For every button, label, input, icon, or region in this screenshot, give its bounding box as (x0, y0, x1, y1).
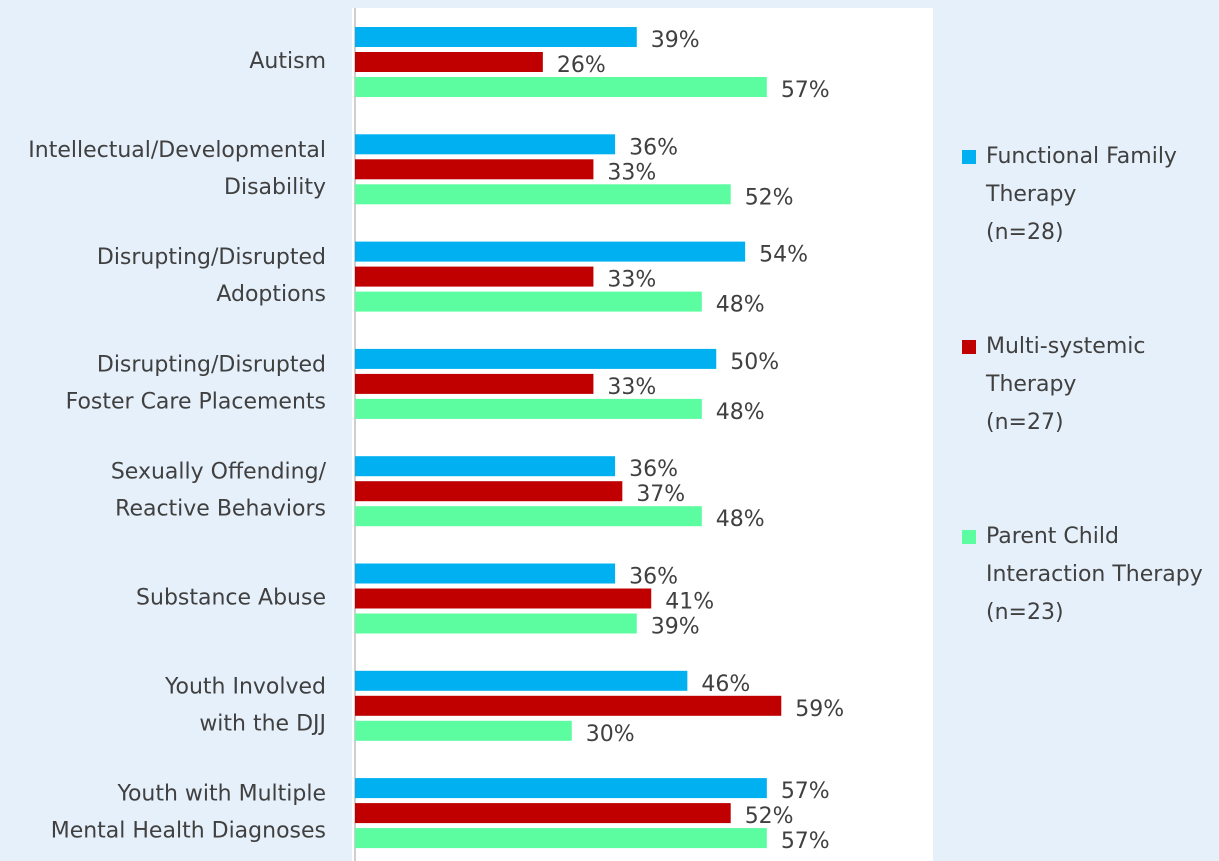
value-label: 39% (651, 28, 700, 53)
category-label: Disrupting/Disrupted (97, 352, 326, 377)
category-label: Disrupting/Disrupted (97, 245, 326, 270)
category-label: Substance Abuse (136, 586, 326, 611)
bar (355, 563, 616, 584)
legend-swatch (962, 530, 976, 544)
legend-label: (n=23) (986, 600, 1064, 625)
value-label: 36% (629, 457, 678, 482)
value-label: 57% (781, 829, 830, 854)
bar (355, 613, 637, 634)
legend-swatch (962, 150, 976, 164)
category-label: Disability (224, 175, 326, 200)
bar (355, 670, 688, 691)
category-label: Foster Care Placements (66, 389, 326, 414)
value-label: 30% (586, 722, 635, 747)
value-label: 54% (759, 243, 808, 268)
value-label: 52% (745, 804, 794, 829)
legend-label: Therapy (985, 372, 1076, 397)
category-label: Mental Health Diagnoses (51, 819, 326, 844)
bar (355, 695, 782, 716)
legend-label: Multi-systemic (986, 334, 1145, 359)
legend-label: Parent Child (986, 524, 1119, 549)
bar (355, 266, 594, 287)
bar (355, 506, 702, 527)
bar (355, 134, 616, 155)
value-label: 57% (781, 779, 830, 804)
value-label: 37% (636, 482, 685, 507)
legend-label: Therapy (985, 182, 1076, 207)
value-label: 50% (730, 350, 779, 375)
bar (355, 778, 767, 799)
legend-label: (n=28) (986, 220, 1064, 245)
category-label: Reactive Behaviors (115, 497, 326, 522)
bar (355, 52, 543, 72)
value-label: 48% (716, 293, 765, 318)
legend-swatch (962, 340, 976, 354)
value-label: 33% (607, 375, 656, 400)
value-label: 59% (795, 697, 844, 722)
bar (355, 828, 767, 849)
value-label: 57% (781, 78, 830, 103)
bar (355, 77, 767, 97)
bar (355, 184, 731, 205)
legend-label: Functional Family (986, 144, 1177, 169)
category-label: Youth Involved (164, 674, 326, 699)
category-label: Sexually Offending/ (111, 460, 327, 485)
value-label: 36% (629, 565, 678, 590)
bar (355, 291, 702, 312)
category-label: Autism (249, 49, 326, 74)
category-label: Adoptions (216, 282, 326, 307)
bar (355, 241, 746, 262)
bar (355, 803, 731, 824)
value-label: 46% (701, 672, 750, 697)
value-label: 39% (651, 615, 700, 640)
bar (355, 398, 702, 419)
legend-label: Interaction Therapy (986, 562, 1203, 587)
bar (355, 588, 652, 609)
value-label: 33% (607, 268, 656, 293)
bar (355, 456, 616, 477)
bar (355, 481, 623, 502)
value-label: 33% (607, 160, 656, 185)
category-label: Youth with Multiple (116, 782, 326, 807)
value-label: 48% (716, 507, 765, 532)
legend-label: (n=27) (986, 410, 1064, 435)
value-label: 36% (629, 135, 678, 160)
category-label: Intellectual/Developmental (28, 138, 326, 163)
value-label: 48% (716, 400, 765, 425)
bar (355, 373, 594, 394)
bar (355, 720, 572, 741)
value-label: 52% (745, 185, 794, 210)
category-label: with the DJJ (199, 711, 326, 736)
value-label: 26% (557, 53, 606, 78)
bar (355, 348, 717, 369)
bar (355, 159, 594, 180)
value-label: 41% (665, 590, 714, 615)
bar (355, 27, 637, 47)
